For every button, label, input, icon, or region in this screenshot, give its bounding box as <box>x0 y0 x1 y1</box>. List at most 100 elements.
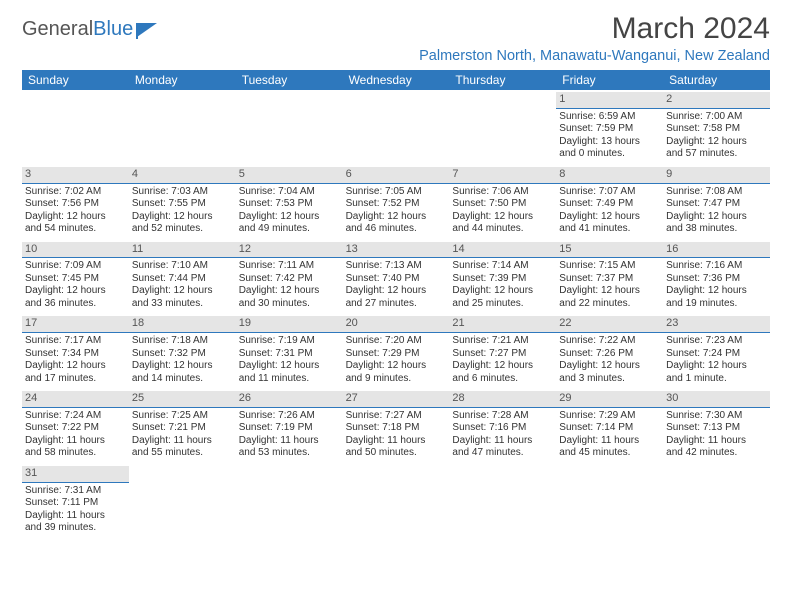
calendar-cell: 29Sunrise: 7:29 AMSunset: 7:14 PMDayligh… <box>556 389 663 464</box>
sunset-text: Sunset: 7:55 PM <box>132 198 233 211</box>
sunset-text: Sunset: 7:24 PM <box>666 348 767 361</box>
daylight-text: and 3 minutes. <box>559 373 660 386</box>
daylight-text: and 22 minutes. <box>559 298 660 311</box>
calendar-cell <box>22 90 129 165</box>
daylight-text: Daylight: 12 hours <box>666 136 767 149</box>
sunset-text: Sunset: 7:40 PM <box>346 273 447 286</box>
day-header: Wednesday <box>343 70 450 90</box>
daylight-text: and 17 minutes. <box>25 373 126 386</box>
daylight-text: Daylight: 12 hours <box>666 285 767 298</box>
daylight-text: Daylight: 11 hours <box>25 510 126 523</box>
calendar-cell: 25Sunrise: 7:25 AMSunset: 7:21 PMDayligh… <box>129 389 236 464</box>
daylight-text: Daylight: 12 hours <box>666 211 767 224</box>
calendar-cell: 14Sunrise: 7:14 AMSunset: 7:39 PMDayligh… <box>449 240 556 315</box>
sunset-text: Sunset: 7:18 PM <box>346 422 447 435</box>
day-number: 22 <box>556 316 663 333</box>
day-number: 24 <box>22 391 129 408</box>
day-number: 16 <box>663 242 770 259</box>
daylight-text: and 54 minutes. <box>25 223 126 236</box>
daylight-text: Daylight: 11 hours <box>239 435 340 448</box>
daylight-text: Daylight: 11 hours <box>452 435 553 448</box>
day-header: Friday <box>556 70 663 90</box>
day-number: 12 <box>236 242 343 259</box>
daylight-text: Daylight: 12 hours <box>452 360 553 373</box>
calendar-cell: 9Sunrise: 7:08 AMSunset: 7:47 PMDaylight… <box>663 165 770 240</box>
calendar-cell: 28Sunrise: 7:28 AMSunset: 7:16 PMDayligh… <box>449 389 556 464</box>
week-row: 31Sunrise: 7:31 AMSunset: 7:11 PMDayligh… <box>22 464 770 539</box>
daylight-text: and 30 minutes. <box>239 298 340 311</box>
day-number: 30 <box>663 391 770 408</box>
sunset-text: Sunset: 7:14 PM <box>559 422 660 435</box>
day-number: 10 <box>22 242 129 259</box>
calendar-cell: 15Sunrise: 7:15 AMSunset: 7:37 PMDayligh… <box>556 240 663 315</box>
calendar-cell <box>449 90 556 165</box>
day-number: 23 <box>663 316 770 333</box>
header: GeneralBlue March 2024 Palmerston North,… <box>22 12 770 64</box>
calendar-cell: 1Sunrise: 6:59 AMSunset: 7:59 PMDaylight… <box>556 90 663 165</box>
sunrise-text: Sunrise: 7:15 AM <box>559 260 660 273</box>
daylight-text: Daylight: 11 hours <box>346 435 447 448</box>
sunrise-text: Sunrise: 7:31 AM <box>25 485 126 498</box>
calendar-cell: 24Sunrise: 7:24 AMSunset: 7:22 PMDayligh… <box>22 389 129 464</box>
daylight-text: and 41 minutes. <box>559 223 660 236</box>
day-number: 7 <box>449 167 556 184</box>
calendar-cell <box>343 90 450 165</box>
sunset-text: Sunset: 7:52 PM <box>346 198 447 211</box>
sunrise-text: Sunrise: 7:29 AM <box>559 410 660 423</box>
sunrise-text: Sunrise: 7:07 AM <box>559 186 660 199</box>
calendar-cell: 30Sunrise: 7:30 AMSunset: 7:13 PMDayligh… <box>663 389 770 464</box>
daylight-text: Daylight: 12 hours <box>559 285 660 298</box>
daylight-text: Daylight: 12 hours <box>25 211 126 224</box>
sunrise-text: Sunrise: 7:22 AM <box>559 335 660 348</box>
daylight-text: Daylight: 12 hours <box>559 211 660 224</box>
daylight-text: and 42 minutes. <box>666 447 767 460</box>
sunrise-text: Sunrise: 7:21 AM <box>452 335 553 348</box>
title-block: March 2024 Palmerston North, Manawatu-Wa… <box>419 12 770 64</box>
calendar-cell <box>236 464 343 539</box>
day-header: Monday <box>129 70 236 90</box>
calendar-cell: 4Sunrise: 7:03 AMSunset: 7:55 PMDaylight… <box>129 165 236 240</box>
sunset-text: Sunset: 7:53 PM <box>239 198 340 211</box>
logo-word1: General <box>22 18 93 41</box>
calendar: Sunday Monday Tuesday Wednesday Thursday… <box>22 70 770 539</box>
calendar-cell: 21Sunrise: 7:21 AMSunset: 7:27 PMDayligh… <box>449 314 556 389</box>
week-row: 24Sunrise: 7:24 AMSunset: 7:22 PMDayligh… <box>22 389 770 464</box>
day-number: 20 <box>343 316 450 333</box>
daylight-text: and 25 minutes. <box>452 298 553 311</box>
daylight-text: Daylight: 12 hours <box>346 211 447 224</box>
daylight-text: Daylight: 12 hours <box>346 285 447 298</box>
daylight-text: and 14 minutes. <box>132 373 233 386</box>
daylight-text: and 9 minutes. <box>346 373 447 386</box>
sunset-text: Sunset: 7:56 PM <box>25 198 126 211</box>
day-number: 27 <box>343 391 450 408</box>
calendar-cell: 8Sunrise: 7:07 AMSunset: 7:49 PMDaylight… <box>556 165 663 240</box>
calendar-cell <box>663 464 770 539</box>
daylight-text: and 44 minutes. <box>452 223 553 236</box>
day-header: Sunday <box>22 70 129 90</box>
daylight-text: and 27 minutes. <box>346 298 447 311</box>
day-number: 8 <box>556 167 663 184</box>
daylight-text: and 57 minutes. <box>666 148 767 161</box>
day-number: 28 <box>449 391 556 408</box>
day-number: 14 <box>449 242 556 259</box>
calendar-cell: 6Sunrise: 7:05 AMSunset: 7:52 PMDaylight… <box>343 165 450 240</box>
daylight-text: and 19 minutes. <box>666 298 767 311</box>
day-number: 13 <box>343 242 450 259</box>
sunrise-text: Sunrise: 7:19 AM <box>239 335 340 348</box>
day-number: 1 <box>556 92 663 109</box>
day-number: 5 <box>236 167 343 184</box>
daylight-text: and 58 minutes. <box>25 447 126 460</box>
daylight-text: Daylight: 12 hours <box>239 360 340 373</box>
sunrise-text: Sunrise: 7:30 AM <box>666 410 767 423</box>
calendar-cell <box>129 90 236 165</box>
sunrise-text: Sunrise: 7:08 AM <box>666 186 767 199</box>
sunset-text: Sunset: 7:45 PM <box>25 273 126 286</box>
daylight-text: Daylight: 12 hours <box>666 360 767 373</box>
day-number: 18 <box>129 316 236 333</box>
calendar-cell <box>556 464 663 539</box>
daylight-text: Daylight: 11 hours <box>559 435 660 448</box>
sunset-text: Sunset: 7:13 PM <box>666 422 767 435</box>
logo: GeneralBlue <box>22 18 159 41</box>
sunrise-text: Sunrise: 7:26 AM <box>239 410 340 423</box>
day-number: 26 <box>236 391 343 408</box>
